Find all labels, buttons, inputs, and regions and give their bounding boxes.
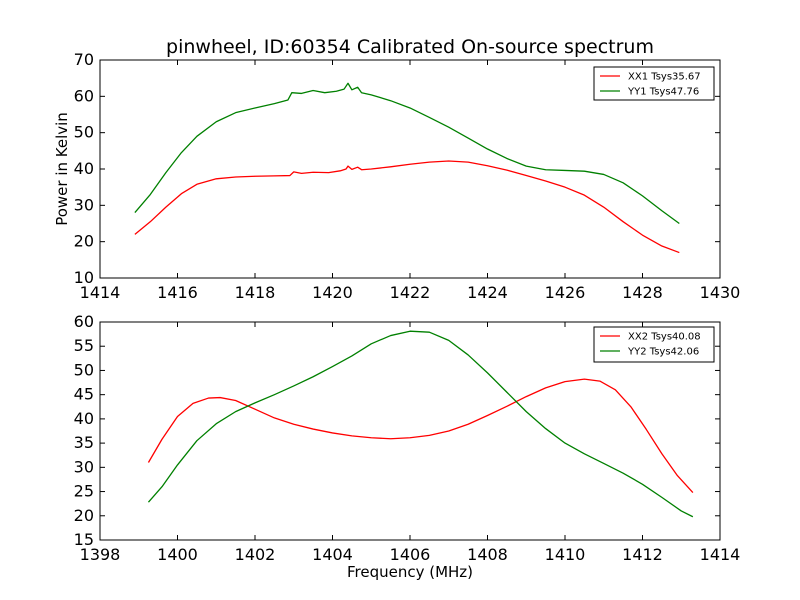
y-tick-label: 60 — [74, 86, 94, 105]
y-tick-label: 20 — [74, 506, 94, 525]
y-tick-label: 50 — [74, 123, 94, 142]
x-tick-label: 1404 — [312, 545, 353, 564]
y-tick-label: 20 — [74, 232, 94, 251]
x-tick-label: 1422 — [390, 283, 431, 302]
legend-label: YY2 Tsys42.06 — [627, 347, 699, 358]
x-tick-label: 1418 — [235, 283, 276, 302]
x-tick-label: 1412 — [622, 545, 663, 564]
x-tick-label: 1414 — [80, 283, 121, 302]
legend-box — [593, 66, 715, 101]
y-tick-label: 30 — [74, 457, 94, 476]
series-line-yy1 — [134, 82, 680, 225]
x-tick-label: 1414 — [700, 545, 741, 564]
plot-bottom: 1398 1400 1402 1404 1406 1408 1410 1412 1414 15 20… — [74, 312, 741, 564]
y-tick-label: 70 — [74, 50, 94, 69]
x-tick-label: 1416 — [157, 283, 198, 302]
y-axis-label: Power in Kelvin — [53, 112, 71, 226]
y-tick-label: 25 — [74, 482, 94, 501]
legend-label: XX2 Tsys40.08 — [628, 332, 701, 343]
x-tick-label: 1400 — [157, 545, 198, 564]
legend-label: XX1 Tsys35.67 — [628, 72, 701, 83]
series-line-xx2 — [147, 378, 694, 493]
plot-top: 1414 1416 1418 1420 1422 1424 1426 1428 1430 10 20… — [74, 50, 741, 302]
y-tick-label: 35 — [74, 433, 94, 452]
x-tick-label: 1426 — [545, 283, 586, 302]
x-tick-label: 1428 — [622, 283, 663, 302]
x-tick-label: 1410 — [545, 545, 586, 564]
x-tick-label: 1420 — [312, 283, 353, 302]
x-axis-label: Frequency (MHz) — [347, 563, 473, 581]
y-tick-label: 55 — [74, 336, 94, 355]
legend-label: YY1 Tsys47.76 — [627, 87, 699, 98]
chart-title: pinwheel, ID:60354 Calibrated On-source … — [166, 36, 654, 58]
y-tick-label: 60 — [74, 312, 94, 331]
x-tick-label: 1398 — [80, 545, 121, 564]
x-tick-label: 1424 — [467, 283, 508, 302]
series-line-yy2 — [147, 330, 694, 518]
x-tick-label: 1406 — [390, 545, 431, 564]
x-tick-label: 1430 — [700, 283, 741, 302]
y-tick-label: 10 — [74, 268, 94, 287]
series-line-xx1 — [134, 160, 680, 254]
legend: XX2 Tsys40.08 YY2 Tsys42.06 — [593, 326, 715, 363]
y-tick-label: 40 — [74, 159, 94, 178]
y-tick-label: 45 — [74, 385, 94, 404]
legend: XX1 Tsys35.67 YY1 Tsys47.76 — [593, 66, 715, 101]
y-tick-label: 40 — [74, 409, 94, 428]
x-tick-label: 1402 — [235, 545, 276, 564]
legend-box — [593, 326, 715, 363]
y-tick-label: 30 — [74, 195, 94, 214]
y-tick-label: 15 — [74, 530, 94, 549]
y-tick-label: 50 — [74, 360, 94, 379]
x-tick-label: 1408 — [467, 545, 508, 564]
